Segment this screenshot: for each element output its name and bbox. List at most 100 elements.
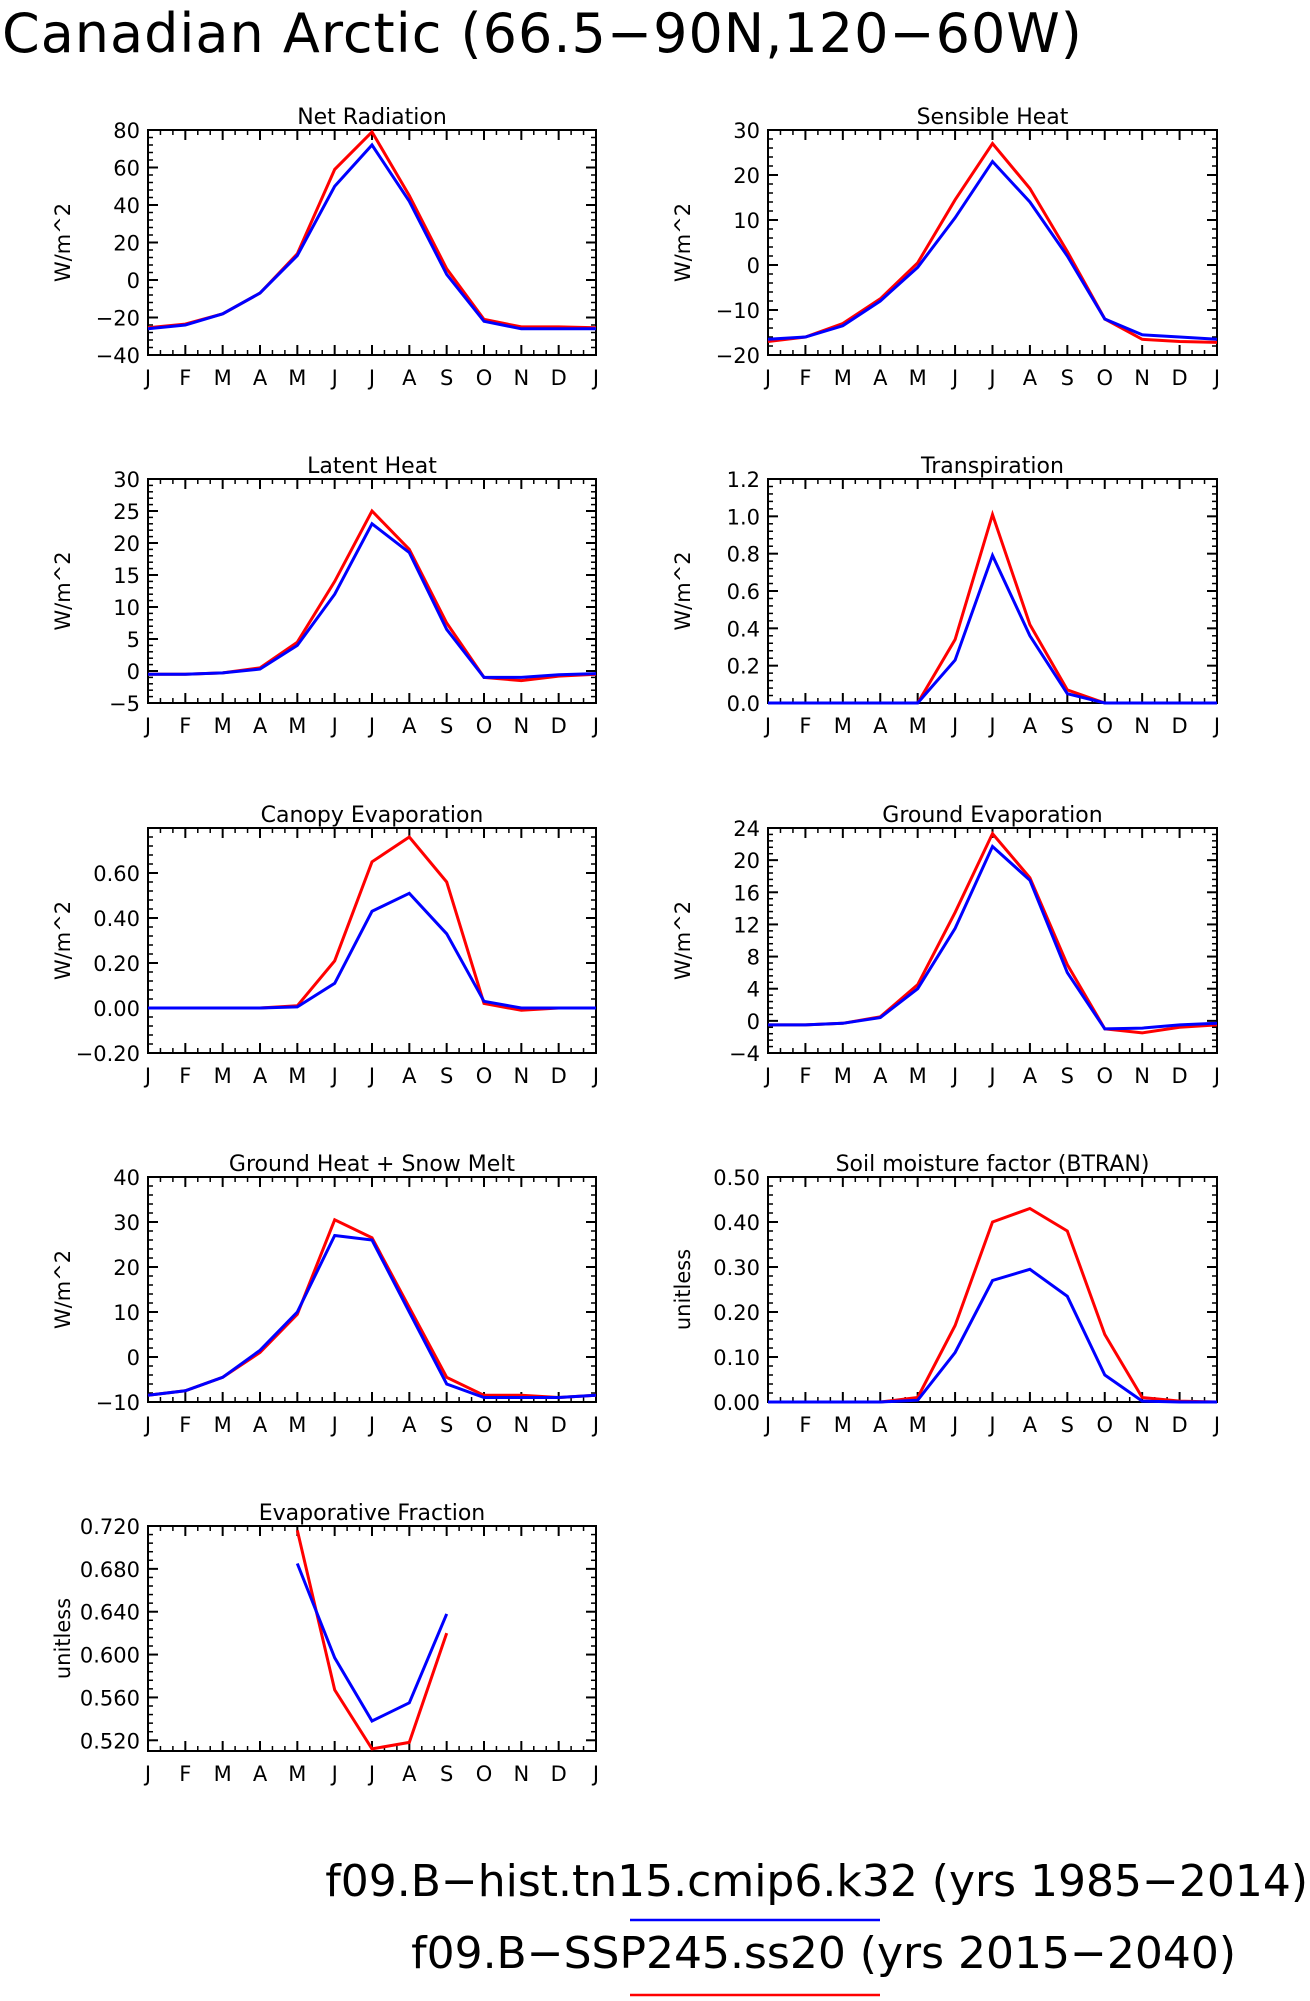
- panel-title: Transpiration: [920, 454, 1064, 479]
- series-line-hist: [147, 142, 596, 331]
- x-tick-label: J: [763, 1413, 771, 1437]
- panel-title: Sensible Heat: [917, 105, 1069, 130]
- y-tick-label: 12: [733, 913, 760, 937]
- y-tick-label: −10: [96, 1391, 140, 1415]
- y-tick-label: 0: [127, 269, 140, 293]
- x-tick-label: F: [179, 1064, 191, 1088]
- series-line-ssp: [768, 830, 1218, 1035]
- legend-label-hist: f09.B−hist.tn15.cmip6.k32 (yrs 1985−2014…: [325, 1856, 1308, 1907]
- y-axis-label: W/m^2: [51, 1250, 75, 1329]
- y-tick-label: 0.00: [713, 1391, 760, 1415]
- series-line-hist: [295, 1562, 449, 1723]
- figure-title: Canadian Arctic (66.5−90N,120−60W): [2, 2, 1083, 65]
- series-line-hist: [147, 1233, 597, 1399]
- x-tick-label: M: [909, 714, 927, 738]
- x-tick-label: J: [763, 366, 771, 390]
- y-tick-label: 4: [747, 978, 760, 1002]
- x-tick-label: M: [288, 714, 306, 738]
- panel-title: Latent Heat: [307, 454, 437, 479]
- y-tick-label: −4: [729, 1042, 760, 1066]
- x-tick-label: A: [402, 714, 417, 738]
- series-line-hist: [767, 159, 1218, 341]
- x-tick-label: S: [1061, 714, 1074, 738]
- plot-frame: [767, 827, 1218, 1054]
- x-tick-label: S: [440, 1762, 453, 1786]
- panel-8: Soil moisture factor (BTRAN)J F M A M J J A S O N D…: [671, 1152, 1220, 1437]
- y-tick-label: 24: [733, 817, 760, 841]
- x-tick-label: N: [1134, 366, 1150, 390]
- x-tick-label: J: [1212, 1413, 1220, 1437]
- y-tick-label: 8: [747, 946, 760, 970]
- x-tick-label: D: [551, 1064, 567, 1088]
- x-tick-label: F: [179, 1413, 191, 1437]
- y-tick-label: −5: [109, 692, 140, 716]
- x-tick-label: A: [402, 1762, 417, 1786]
- y-tick-label: 0.60: [93, 862, 140, 886]
- x-tick-label: N: [513, 1064, 529, 1088]
- y-tick-label: −20: [716, 344, 760, 368]
- y-tick-label: 0.2: [727, 655, 760, 679]
- x-tick-label: D: [1171, 714, 1187, 738]
- y-tick-label: 20: [113, 532, 140, 556]
- y-tick-label: −20: [96, 307, 140, 331]
- x-tick-label: A: [873, 1064, 888, 1088]
- x-tick-label: J: [367, 1413, 375, 1437]
- x-tick-label: D: [1171, 1413, 1187, 1437]
- x-tick-label: S: [440, 366, 453, 390]
- y-axis-label: W/m^2: [671, 901, 695, 980]
- x-tick-label: M: [214, 714, 232, 738]
- y-axis-label: W/m^2: [51, 203, 75, 282]
- panel-title: Net Radiation: [297, 105, 447, 130]
- x-tick-label: A: [402, 1064, 417, 1088]
- y-axis-label: W/m^2: [51, 901, 75, 980]
- y-tick-label: 25: [113, 500, 140, 524]
- x-tick-label: F: [799, 1064, 811, 1088]
- x-tick-label: F: [799, 366, 811, 390]
- y-tick-label: 80: [113, 119, 140, 143]
- x-tick-label: J: [950, 714, 958, 738]
- series-line-ssp: [768, 509, 1217, 705]
- y-tick-label: 60: [113, 157, 140, 181]
- y-tick-label: 40: [113, 1166, 140, 1190]
- y-tick-label: −40: [96, 344, 140, 368]
- x-tick-label: J: [950, 1413, 958, 1437]
- x-tick-label: J: [367, 1064, 375, 1088]
- series-line-ssp: [147, 1217, 597, 1400]
- x-tick-label: J: [1212, 1064, 1220, 1088]
- y-tick-label: 5: [127, 628, 140, 652]
- panel-title: Canopy Evaporation: [261, 803, 484, 828]
- x-tick-label: J: [763, 1064, 771, 1088]
- panel-title: Soil moisture factor (BTRAN): [836, 1152, 1150, 1177]
- y-tick-label: 0.20: [93, 952, 140, 976]
- x-tick-label: D: [1171, 1064, 1187, 1088]
- x-tick-label: A: [402, 1413, 417, 1437]
- y-tick-label: 0: [747, 1010, 760, 1034]
- x-tick-label: J: [987, 366, 995, 390]
- x-tick-label: N: [1134, 1413, 1150, 1437]
- x-tick-label: S: [1061, 1064, 1074, 1088]
- x-tick-label: J: [591, 714, 599, 738]
- series-line-hist: [148, 521, 597, 679]
- x-tick-label: A: [253, 1064, 268, 1088]
- x-tick-label: J: [987, 714, 995, 738]
- x-tick-label: M: [288, 1762, 306, 1786]
- x-tick-label: M: [834, 366, 852, 390]
- panel-title: Ground Heat + Snow Melt: [229, 1152, 516, 1177]
- x-tick-label: J: [330, 714, 338, 738]
- y-axis-label: unitless: [51, 1598, 75, 1679]
- x-tick-label: J: [143, 1064, 151, 1088]
- y-tick-label: 0.680: [80, 1558, 140, 1582]
- y-tick-label: 0.50: [713, 1166, 760, 1190]
- x-tick-label: A: [1023, 366, 1038, 390]
- x-tick-label: O: [1096, 1413, 1113, 1437]
- x-tick-label: N: [513, 366, 529, 390]
- y-tick-label: 10: [113, 596, 140, 620]
- x-tick-label: J: [591, 1064, 599, 1088]
- x-tick-label: M: [214, 1413, 232, 1437]
- x-tick-label: D: [551, 1413, 567, 1437]
- x-tick-label: M: [288, 1413, 306, 1437]
- y-tick-label: 10: [733, 209, 760, 233]
